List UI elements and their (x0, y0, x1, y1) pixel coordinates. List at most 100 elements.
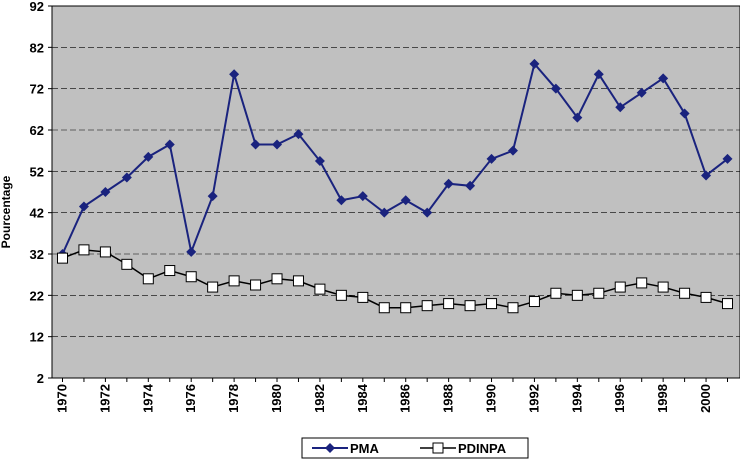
legend-marker-pma (325, 443, 335, 453)
y-tick-label: 52 (30, 164, 44, 179)
x-tick-label: 1978 (226, 384, 241, 413)
legend-label-pma: PMA (350, 441, 380, 456)
point-pma (164, 139, 175, 150)
point-pdinpa (99, 246, 111, 258)
y-tick-label: 42 (30, 206, 44, 221)
point-pdinpa (357, 291, 369, 303)
point-pdinpa (443, 298, 455, 310)
point-pdinpa (550, 287, 562, 299)
point-pdinpa (78, 244, 90, 256)
point-pma (722, 153, 733, 164)
x-tick-label: 1990 (484, 384, 499, 413)
point-pdinpa (271, 273, 283, 285)
legend-label-pdinpa: PDINPA (458, 441, 507, 456)
series-line-pma (61, 61, 729, 256)
point-pma (615, 102, 626, 113)
point-pma (357, 191, 368, 202)
x-tick-label: 1998 (655, 384, 670, 413)
point-pdinpa (636, 277, 648, 289)
point-pdinpa (486, 298, 498, 310)
point-pma (250, 139, 261, 150)
x-tick-label: 1982 (312, 384, 327, 413)
legend-box (301, 437, 529, 459)
point-pma (529, 58, 540, 69)
point-pma (314, 156, 325, 166)
point-pma (422, 207, 433, 218)
point-pma (486, 153, 497, 164)
point-pma (593, 69, 604, 80)
legend: PMA PDINPA (301, 437, 529, 459)
point-pma (143, 151, 154, 162)
y-axis-title: Pourcentage (0, 175, 13, 248)
point-pma (658, 73, 669, 84)
y-tick-label: 82 (30, 40, 44, 55)
point-pdinpa (378, 302, 390, 314)
point-pdinpa (164, 265, 176, 277)
point-pma (572, 112, 583, 123)
point-pdinpa (722, 298, 733, 310)
point-pma (207, 191, 218, 202)
point-pma (443, 178, 454, 189)
point-pdinpa (657, 281, 669, 293)
point-pdinpa (400, 302, 412, 314)
y-tick-label: 2 (37, 371, 44, 386)
x-tick-label: 1992 (526, 384, 541, 413)
point-pma (272, 139, 283, 150)
point-pdinpa (207, 281, 219, 293)
x-tick-label: 1994 (569, 383, 584, 413)
point-pdinpa (57, 252, 68, 264)
point-pdinpa (679, 287, 691, 299)
x-tick-label: 1974 (140, 383, 155, 413)
point-pma (78, 201, 89, 212)
point-pma (636, 87, 647, 98)
y-tick-label: 92 (30, 0, 44, 14)
y-tick-label: 22 (30, 288, 44, 303)
point-pdinpa (464, 300, 476, 312)
point-pdinpa (314, 283, 326, 295)
point-pma (229, 69, 240, 80)
point-pdinpa (185, 271, 197, 283)
point-pma (400, 195, 411, 206)
y-axis-ticks: 2 12 22 32 42 52 62 72 82 92 (30, 0, 52, 386)
point-pdinpa (593, 287, 605, 299)
point-pdinpa (421, 300, 433, 312)
point-pma (121, 172, 132, 183)
x-tick-label: 1976 (183, 384, 198, 413)
grid-lines (52, 47, 740, 337)
point-pma (679, 108, 690, 119)
point-pma (507, 145, 518, 156)
x-tick-label: 1984 (355, 383, 370, 413)
x-tick-label: 1970 (55, 384, 70, 413)
plot-border (51, 5, 740, 379)
point-pdinpa (700, 291, 712, 303)
point-pdinpa (228, 275, 240, 287)
point-pma (186, 246, 197, 257)
x-tick-label: 1986 (398, 384, 413, 413)
point-pdinpa (335, 289, 347, 301)
point-pdinpa (121, 258, 133, 270)
point-pma (701, 170, 712, 181)
y-tick-label: 62 (30, 123, 44, 138)
point-pdinpa (142, 273, 154, 285)
legend-marker-pdinpa (432, 442, 444, 454)
x-tick-label: 1972 (97, 384, 112, 413)
series-pdinpa (57, 244, 733, 314)
y-tick-label: 72 (30, 82, 44, 97)
point-pdinpa (571, 289, 583, 301)
x-tick-label: 2000 (698, 384, 713, 413)
point-pdinpa (250, 279, 262, 291)
y-tick-label: 32 (30, 247, 44, 262)
point-pma (336, 195, 347, 206)
point-pdinpa (292, 275, 304, 287)
point-pma (100, 187, 111, 197)
x-axis-ticks: 1970 1972 1974 1976 1978 1980 1982 1984 1986 1988… (55, 378, 728, 413)
y-tick-label: 12 (30, 330, 44, 345)
point-pdinpa (507, 302, 519, 314)
point-pma (379, 207, 390, 218)
point-pma (293, 129, 304, 140)
plot-area (52, 6, 740, 378)
x-tick-label: 1996 (612, 384, 627, 413)
point-pdinpa (528, 296, 540, 308)
